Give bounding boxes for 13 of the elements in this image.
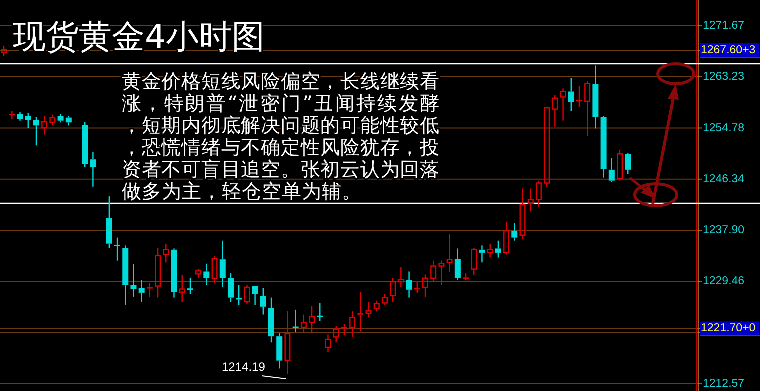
y-tick-label: 1237.90 xyxy=(703,224,745,237)
annotation: 黄金价格短线风险偏空，长线继续看涨，特朗普“泄密门”丑闻持续发酵，短期内彻底解决问题的可能性较低，恐慌情绪与不确定性风险犹存，投资者不可盲目追空。张初云认为回落做多为主，轻仓空单为辅。 xyxy=(122,70,440,203)
y-tick-label: 1263.23 xyxy=(703,71,745,84)
low-note: 1214.19 xyxy=(222,360,286,380)
y-tick-label: 1254.78 xyxy=(703,122,745,134)
y-tick-label: 1267.60+3 xyxy=(701,44,756,57)
y-tick-label: 1271.67 xyxy=(703,20,745,32)
annotation: 1214.19 xyxy=(222,360,266,374)
y-tick-label: 1246.34 xyxy=(703,173,746,186)
text: 现货黄金4小时图 xyxy=(13,17,265,56)
y-tick-label: 1221.70+0 xyxy=(701,322,756,335)
y-tick-label: 1212.57 xyxy=(703,378,745,390)
y-tick-label: 1229.46 xyxy=(703,276,745,288)
